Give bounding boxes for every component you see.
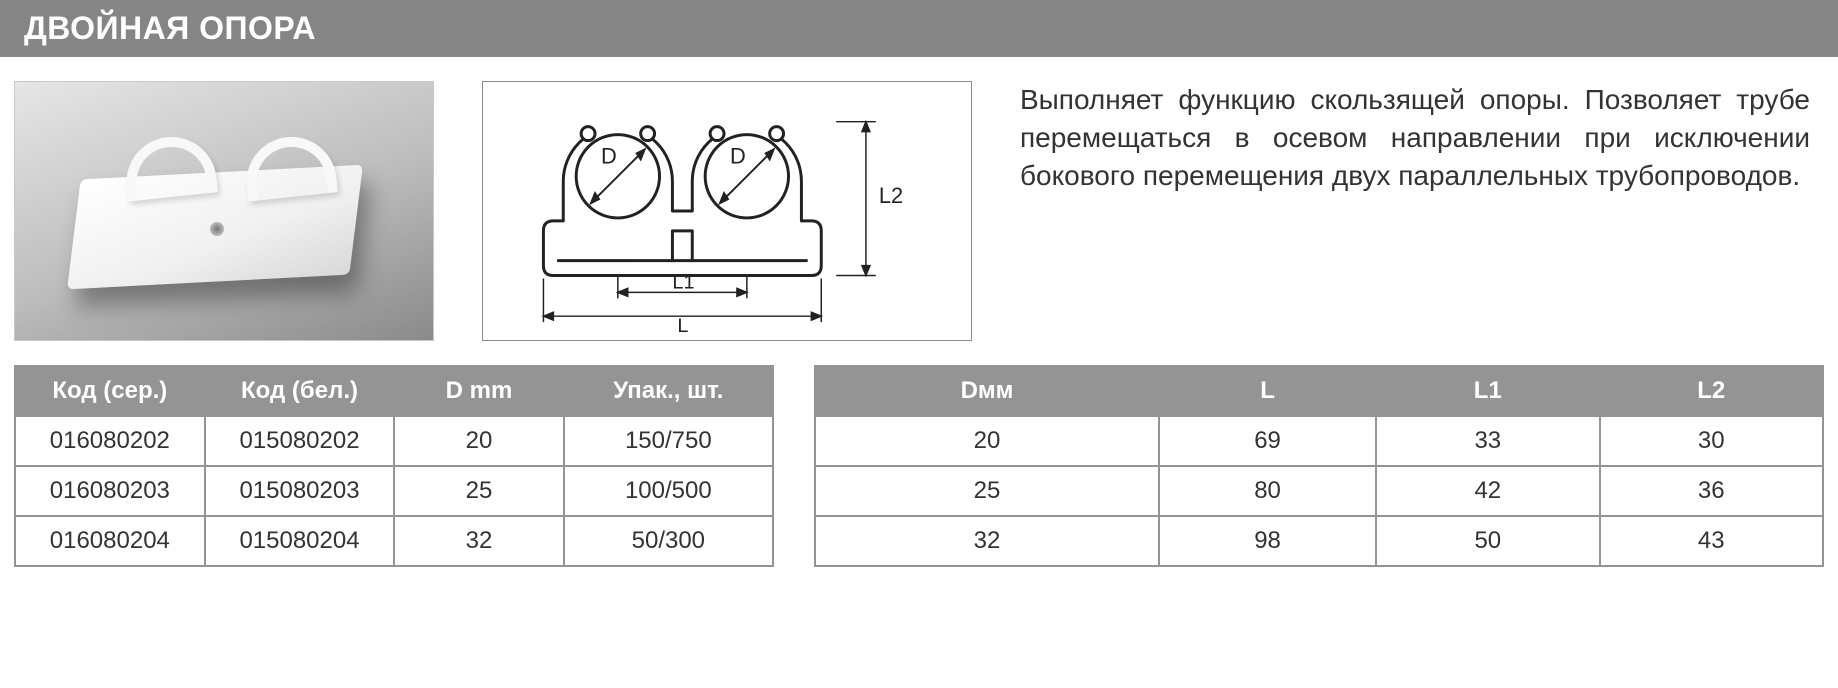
col-header: Dмм: [815, 366, 1159, 416]
diagram-label-l1: L1: [672, 271, 694, 293]
table-row: 016080203 015080203 25 100/500: [15, 466, 773, 516]
cell: 30: [1600, 416, 1823, 466]
table-row: 016080202 015080202 20 150/750: [15, 416, 773, 466]
product-photo: [14, 81, 434, 341]
cell: 20: [394, 416, 563, 466]
cell: 32: [815, 516, 1159, 566]
codes-table: Код (сер.) Код (бел.) D mm Упак., шт. 01…: [14, 365, 774, 567]
col-header: Код (бел.): [205, 366, 395, 416]
col-header: L1: [1376, 366, 1599, 416]
cell: 33: [1376, 416, 1599, 466]
top-content-row: D D L2 L1: [0, 81, 1838, 365]
cell: 016080202: [15, 416, 205, 466]
dimensions-table: Dмм L L1 L2 20 69 33 30 25 80 42 36 32 9…: [814, 365, 1824, 567]
col-header: Код (сер.): [15, 366, 205, 416]
cell: 100/500: [564, 466, 773, 516]
cell: 98: [1159, 516, 1376, 566]
diagram-label-d2: D: [730, 143, 746, 168]
cell: 32: [394, 516, 563, 566]
diagram-label-d1: D: [601, 143, 617, 168]
cell: 25: [394, 466, 563, 516]
cell: 36: [1600, 466, 1823, 516]
cell: 015080204: [205, 516, 395, 566]
table-row: 25 80 42 36: [815, 466, 1823, 516]
col-header: Упак., шт.: [564, 366, 773, 416]
cell: 50/300: [564, 516, 773, 566]
col-header: L: [1159, 366, 1376, 416]
table-row: 20 69 33 30: [815, 416, 1823, 466]
diagram-label-l: L: [677, 315, 688, 337]
col-header: D mm: [394, 366, 563, 416]
cell: 016080204: [15, 516, 205, 566]
dimension-diagram: D D L2 L1: [482, 81, 972, 341]
cell: 43: [1600, 516, 1823, 566]
cell: 42: [1376, 466, 1599, 516]
cell: 69: [1159, 416, 1376, 466]
diagram-label-l2: L2: [879, 183, 903, 208]
page-title: ДВОЙНАЯ ОПОРА: [0, 0, 1838, 57]
tables-row: Код (сер.) Код (бел.) D mm Упак., шт. 01…: [0, 365, 1838, 567]
cell: 25: [815, 466, 1159, 516]
cell: 150/750: [564, 416, 773, 466]
cell: 50: [1376, 516, 1599, 566]
table-row: 32 98 50 43: [815, 516, 1823, 566]
cell: 015080203: [205, 466, 395, 516]
col-header: L2: [1600, 366, 1823, 416]
product-description: Выполняет функцию скользящей опоры. Позв…: [1020, 81, 1824, 194]
cell: 80: [1159, 466, 1376, 516]
cell: 20: [815, 416, 1159, 466]
cell: 016080203: [15, 466, 205, 516]
cell: 015080202: [205, 416, 395, 466]
table-row: 016080204 015080204 32 50/300: [15, 516, 773, 566]
